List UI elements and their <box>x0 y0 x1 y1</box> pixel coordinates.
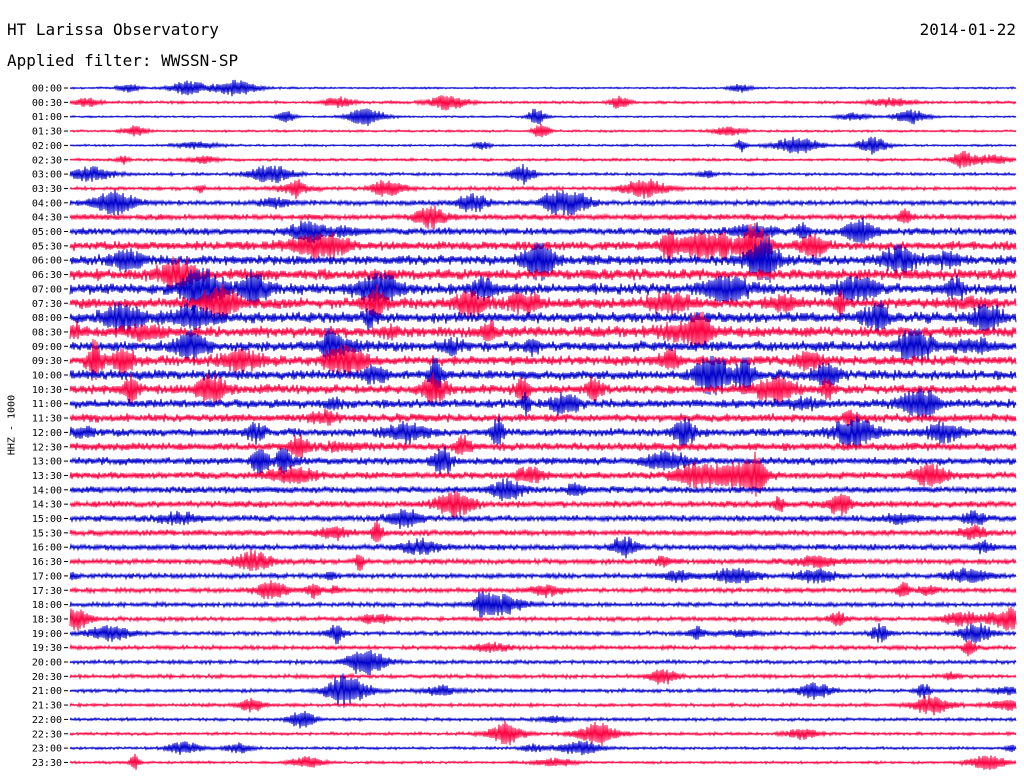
applied-filter-label: Applied filter: WWSSN-SP <box>7 51 239 70</box>
time-tick-label: 08:30 <box>32 327 62 338</box>
time-tick-label: 02:00 <box>32 141 62 152</box>
time-tick-label: 20:00 <box>32 658 62 669</box>
seismic-trace <box>69 548 1017 571</box>
time-tick-label: 12:00 <box>32 428 62 439</box>
time-tick-label: 18:00 <box>32 600 62 611</box>
time-tick-label: 04:00 <box>32 198 62 209</box>
time-tick-label: 07:30 <box>32 299 62 310</box>
seismic-trace <box>69 284 1017 323</box>
time-tick-label: 21:30 <box>32 701 62 712</box>
seismic-trace <box>69 669 1017 685</box>
seismic-trace <box>69 694 1017 716</box>
seismic-trace <box>69 415 1017 450</box>
recording-date: 2014-01-22 <box>919 20 1016 39</box>
time-tick-label: 01:00 <box>32 112 62 123</box>
seismic-trace <box>69 388 1017 419</box>
time-tick-label: 15:30 <box>32 528 62 539</box>
seismic-trace <box>69 408 1017 427</box>
seismic-trace <box>69 640 1017 657</box>
time-tick-label: 18:30 <box>32 614 62 625</box>
seismic-trace <box>69 519 1017 543</box>
seismic-trace <box>69 753 1017 771</box>
time-tick-label: 13:30 <box>32 471 62 482</box>
seismic-trace <box>69 205 1017 230</box>
seismic-trace <box>69 478 1017 501</box>
seismic-trace <box>69 236 1017 283</box>
time-tick-label: 06:00 <box>32 256 62 267</box>
seismic-trace <box>69 536 1017 559</box>
observatory-title: HT Larissa Observatory <box>7 20 219 39</box>
time-tick-label: 03:00 <box>32 170 62 181</box>
seismic-trace <box>69 300 1017 336</box>
time-tick-label: 22:30 <box>32 729 62 740</box>
seismic-trace <box>69 108 1017 126</box>
time-tick-label: 14:30 <box>32 500 62 511</box>
time-tick-label: 15:00 <box>32 514 62 525</box>
seismic-trace <box>69 650 1017 676</box>
time-tick-label: 06:30 <box>32 270 62 281</box>
seismic-trace <box>69 217 1017 244</box>
seismic-trace <box>69 178 1017 200</box>
time-tick-label: 11:00 <box>32 399 62 410</box>
seismic-trace <box>69 339 1017 381</box>
seismic-trace <box>69 740 1017 756</box>
seismic-trace <box>69 355 1017 396</box>
time-tick-label: 13:00 <box>32 457 62 468</box>
seismic-trace <box>69 311 1017 349</box>
seismic-trace <box>69 710 1017 729</box>
seismic-trace <box>69 189 1017 216</box>
time-tick-label: 19:00 <box>32 629 62 640</box>
seismic-trace <box>69 327 1017 366</box>
seismic-trace <box>69 720 1017 746</box>
seismic-trace <box>69 673 1017 708</box>
time-tick-label: 03:30 <box>32 184 62 195</box>
seismic-trace <box>69 124 1017 138</box>
time-tick-label: 09:00 <box>32 342 62 353</box>
time-tick-label: 19:30 <box>32 643 62 654</box>
time-tick-label: 05:00 <box>32 227 62 238</box>
time-tick-label: 07:00 <box>32 284 62 295</box>
seismic-trace <box>69 79 1017 97</box>
seismic-trace <box>69 256 1017 291</box>
time-tick-label: 17:30 <box>32 586 62 597</box>
seismic-trace <box>69 580 1017 600</box>
seismic-trace <box>69 451 1017 497</box>
time-tick-label: 00:00 <box>32 84 62 95</box>
time-tick-label: 10:30 <box>32 385 62 396</box>
seismic-trace <box>69 591 1017 618</box>
time-tick-label: 11:30 <box>32 414 62 425</box>
seismic-trace <box>69 136 1017 155</box>
seismic-trace <box>69 267 1017 314</box>
time-tick-label: 22:00 <box>32 715 62 726</box>
time-tick-label: 17:00 <box>32 571 62 582</box>
time-tick-label: 20:30 <box>32 672 62 683</box>
seismic-trace <box>69 446 1017 477</box>
time-tick-label: 21:00 <box>32 686 62 697</box>
time-tick-label: 09:30 <box>32 356 62 367</box>
time-tick-label: 01:30 <box>32 127 62 138</box>
time-tick-label: 14:00 <box>32 485 62 496</box>
seismic-trace <box>69 434 1017 459</box>
seismic-trace <box>69 508 1017 529</box>
time-tick-label: 23:00 <box>32 744 62 755</box>
time-tick-label: 05:30 <box>32 241 62 252</box>
seismic-trace <box>69 490 1017 520</box>
seismic-trace <box>69 372 1017 407</box>
time-tick-label: 08:00 <box>32 313 62 324</box>
seismic-trace <box>69 163 1017 185</box>
seismic-trace <box>69 623 1017 645</box>
time-tick-label: 23:30 <box>32 758 62 769</box>
time-tick-label: 10:00 <box>32 371 62 382</box>
time-tick-label: 02:30 <box>32 155 62 166</box>
time-tick-label: 04:30 <box>32 213 62 224</box>
seismic-trace <box>69 150 1017 169</box>
seismic-trace <box>69 567 1017 584</box>
time-tick-label: 16:30 <box>32 557 62 568</box>
time-tick-label: 12:30 <box>32 442 62 453</box>
time-tick-label: 16:00 <box>32 543 62 554</box>
seismic-trace <box>69 95 1017 111</box>
time-tick-label: 00:30 <box>32 98 62 109</box>
seismic-trace <box>69 607 1017 631</box>
